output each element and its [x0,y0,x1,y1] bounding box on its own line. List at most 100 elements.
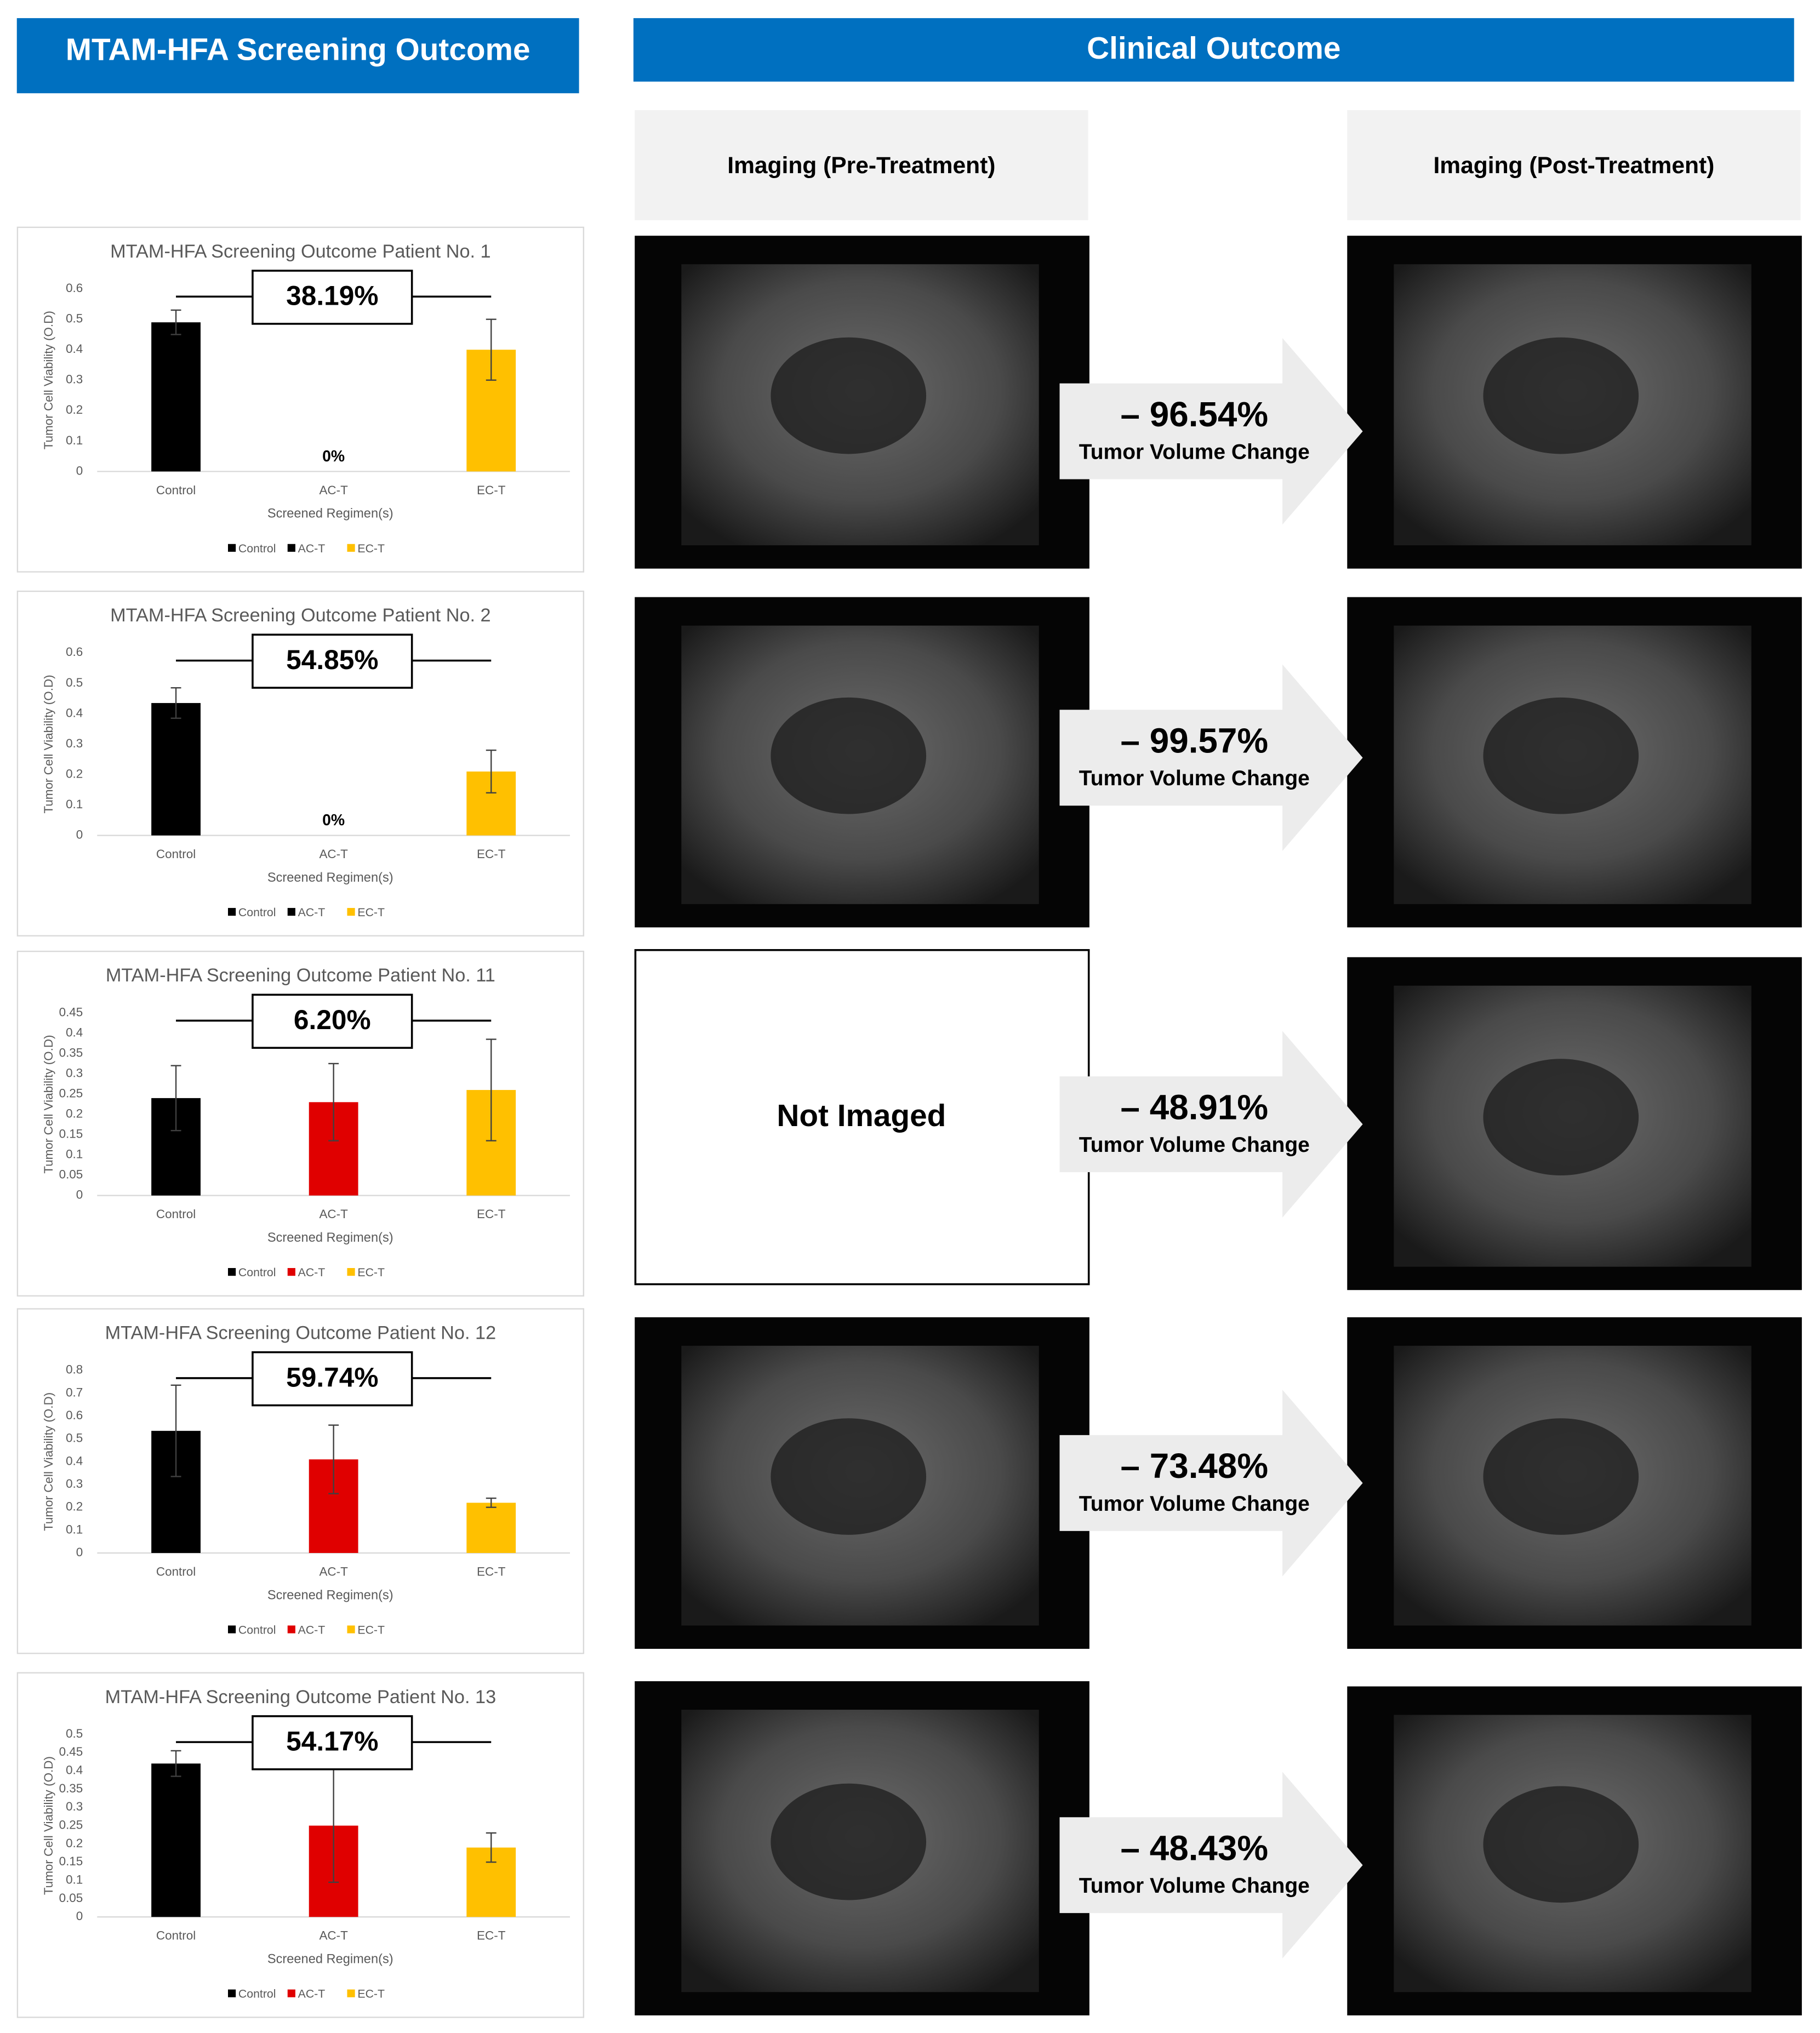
legend-swatch [347,907,355,916]
y-tick-label: 0 [76,1545,83,1559]
error-bar [486,318,497,381]
y-tick-label: 0.2 [66,1500,83,1514]
legend-label: EC-T [357,906,385,919]
x-tick-label: EC-T [477,847,506,861]
legend-label: EC-T [357,542,385,555]
y-tick-label: 0.2 [66,1836,83,1850]
legend-label: AC-T [298,542,326,555]
y-tick-label: 0.1 [66,1522,83,1536]
outcome-arrow [1059,1390,1363,1577]
ultrasound-lesion [771,1783,927,1900]
annotation-text: 38.19% [286,281,378,311]
ultrasound-lesion [1483,697,1639,814]
legend-label: AC-T [298,906,326,919]
not-imaged-label: Not Imaged [777,1099,946,1133]
value-label: 0% [322,448,345,465]
value-label: 0% [322,812,345,829]
legend-swatch [228,1268,236,1276]
legend-label: Control [238,1266,276,1279]
error-bar [328,1424,339,1494]
y-tick-label: 0.25 [59,1818,83,1832]
chart-title: MTAM-HFA Screening Outcome Patient No. 2 [110,605,490,626]
outcome-arrow [1059,1772,1363,1958]
chart-title: MTAM-HFA Screening Outcome Patient No. 1… [105,1687,497,1708]
legend-label: AC-T [298,1623,326,1636]
x-tick-label: EC-T [477,1564,506,1578]
ultrasound-lesion [1483,1786,1639,1903]
outcome-change: – 96.54% [1121,395,1269,434]
ultrasound-lesion [771,697,927,814]
ultrasound-lesion [1483,1059,1639,1176]
x-tick-label: EC-T [477,483,506,497]
annotation-text: 54.17% [286,1726,378,1757]
y-tick-label: 0.45 [59,1745,83,1758]
legend-swatch [287,1268,295,1276]
legend-swatch [347,1989,355,1997]
column-header [635,110,1088,220]
outcome-change: – 48.91% [1121,1088,1269,1127]
annotation-box [252,633,413,689]
error-bar [486,1497,497,1508]
legend-label: Control [238,1988,276,2001]
x-axis-label: Screened Regimen(s) [267,507,393,521]
outcome-change: – 48.43% [1121,1829,1269,1868]
y-tick-label: 0.5 [66,312,83,325]
error-bar [486,1832,497,1863]
y-tick-label: 0.5 [66,676,83,689]
bar [151,1763,201,1917]
y-tick-label: 0.7 [66,1385,83,1399]
legend-swatch [347,544,355,552]
x-tick-label: AC-T [319,1207,348,1221]
y-tick-label: 0.1 [66,433,83,447]
y-tick-label: 0.4 [66,1025,83,1039]
header-title: MTAM-HFA Screening Outcome [66,33,530,67]
y-tick-label: 0.2 [66,1106,83,1120]
legend-swatch [347,1268,355,1276]
outcome-label: Tumor Volume Change [1079,1492,1310,1516]
y-tick-label: 0.3 [66,373,83,386]
y-tick-label: 0 [76,827,83,841]
y-axis-label: Tumor Cell Viability (O.D) [42,1035,55,1173]
legend-label: AC-T [298,1988,326,2001]
y-tick-label: 0.3 [66,1800,83,1813]
error-bar [170,1384,181,1477]
legend-swatch [287,544,295,552]
legend-swatch [228,1625,236,1634]
y-tick-label: 0.4 [66,706,83,719]
y-axis-label: Tumor Cell Viability (O.D) [42,675,55,813]
column-title: Imaging (Pre-Treatment) [727,152,995,179]
x-axis-label: Screened Regimen(s) [267,1952,393,1966]
legend-label: EC-T [357,1988,385,2001]
y-tick-label: 0.3 [66,1477,83,1491]
y-tick-label: 0.3 [66,1066,83,1080]
error-bar [170,309,181,335]
y-tick-label: 0 [76,464,83,477]
y-axis-label: Tumor Cell Viability (O.D) [42,1392,55,1531]
x-tick-label: Control [156,1929,196,1943]
ultrasound-lesion [771,337,927,454]
y-tick-label: 0.05 [59,1891,83,1905]
column-header [1347,110,1801,220]
y-axis-label: Tumor Cell Viability (O.D) [42,311,55,449]
legend-label: Control [238,542,276,555]
error-bar [486,749,497,793]
ultrasound-lesion [1483,337,1639,454]
legend-swatch [228,1989,236,1997]
x-tick-label: AC-T [319,1929,348,1943]
y-tick-label: 0.25 [59,1086,83,1100]
legend-swatch [287,1625,295,1634]
legend-swatch [347,1625,355,1634]
y-tick-label: 0.4 [66,1454,83,1467]
outcome-arrow [1059,338,1363,525]
y-tick-label: 0.5 [66,1727,83,1740]
y-tick-label: 0.2 [66,403,83,416]
not-imaged-box [634,949,1090,1286]
x-tick-label: Control [156,1564,196,1578]
x-tick-label: Control [156,483,196,497]
header-bar [633,18,1794,82]
ultrasound-lesion [1483,1418,1639,1535]
x-tick-label: Control [156,1207,196,1221]
header-title: Clinical Outcome [1087,31,1340,66]
y-tick-label: 0.4 [66,342,83,356]
